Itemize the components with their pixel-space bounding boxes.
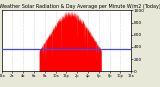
- Title: Milwaukee Weather Solar Radiation & Day Average per Minute W/m2 (Today): Milwaukee Weather Solar Radiation & Day …: [0, 4, 160, 9]
